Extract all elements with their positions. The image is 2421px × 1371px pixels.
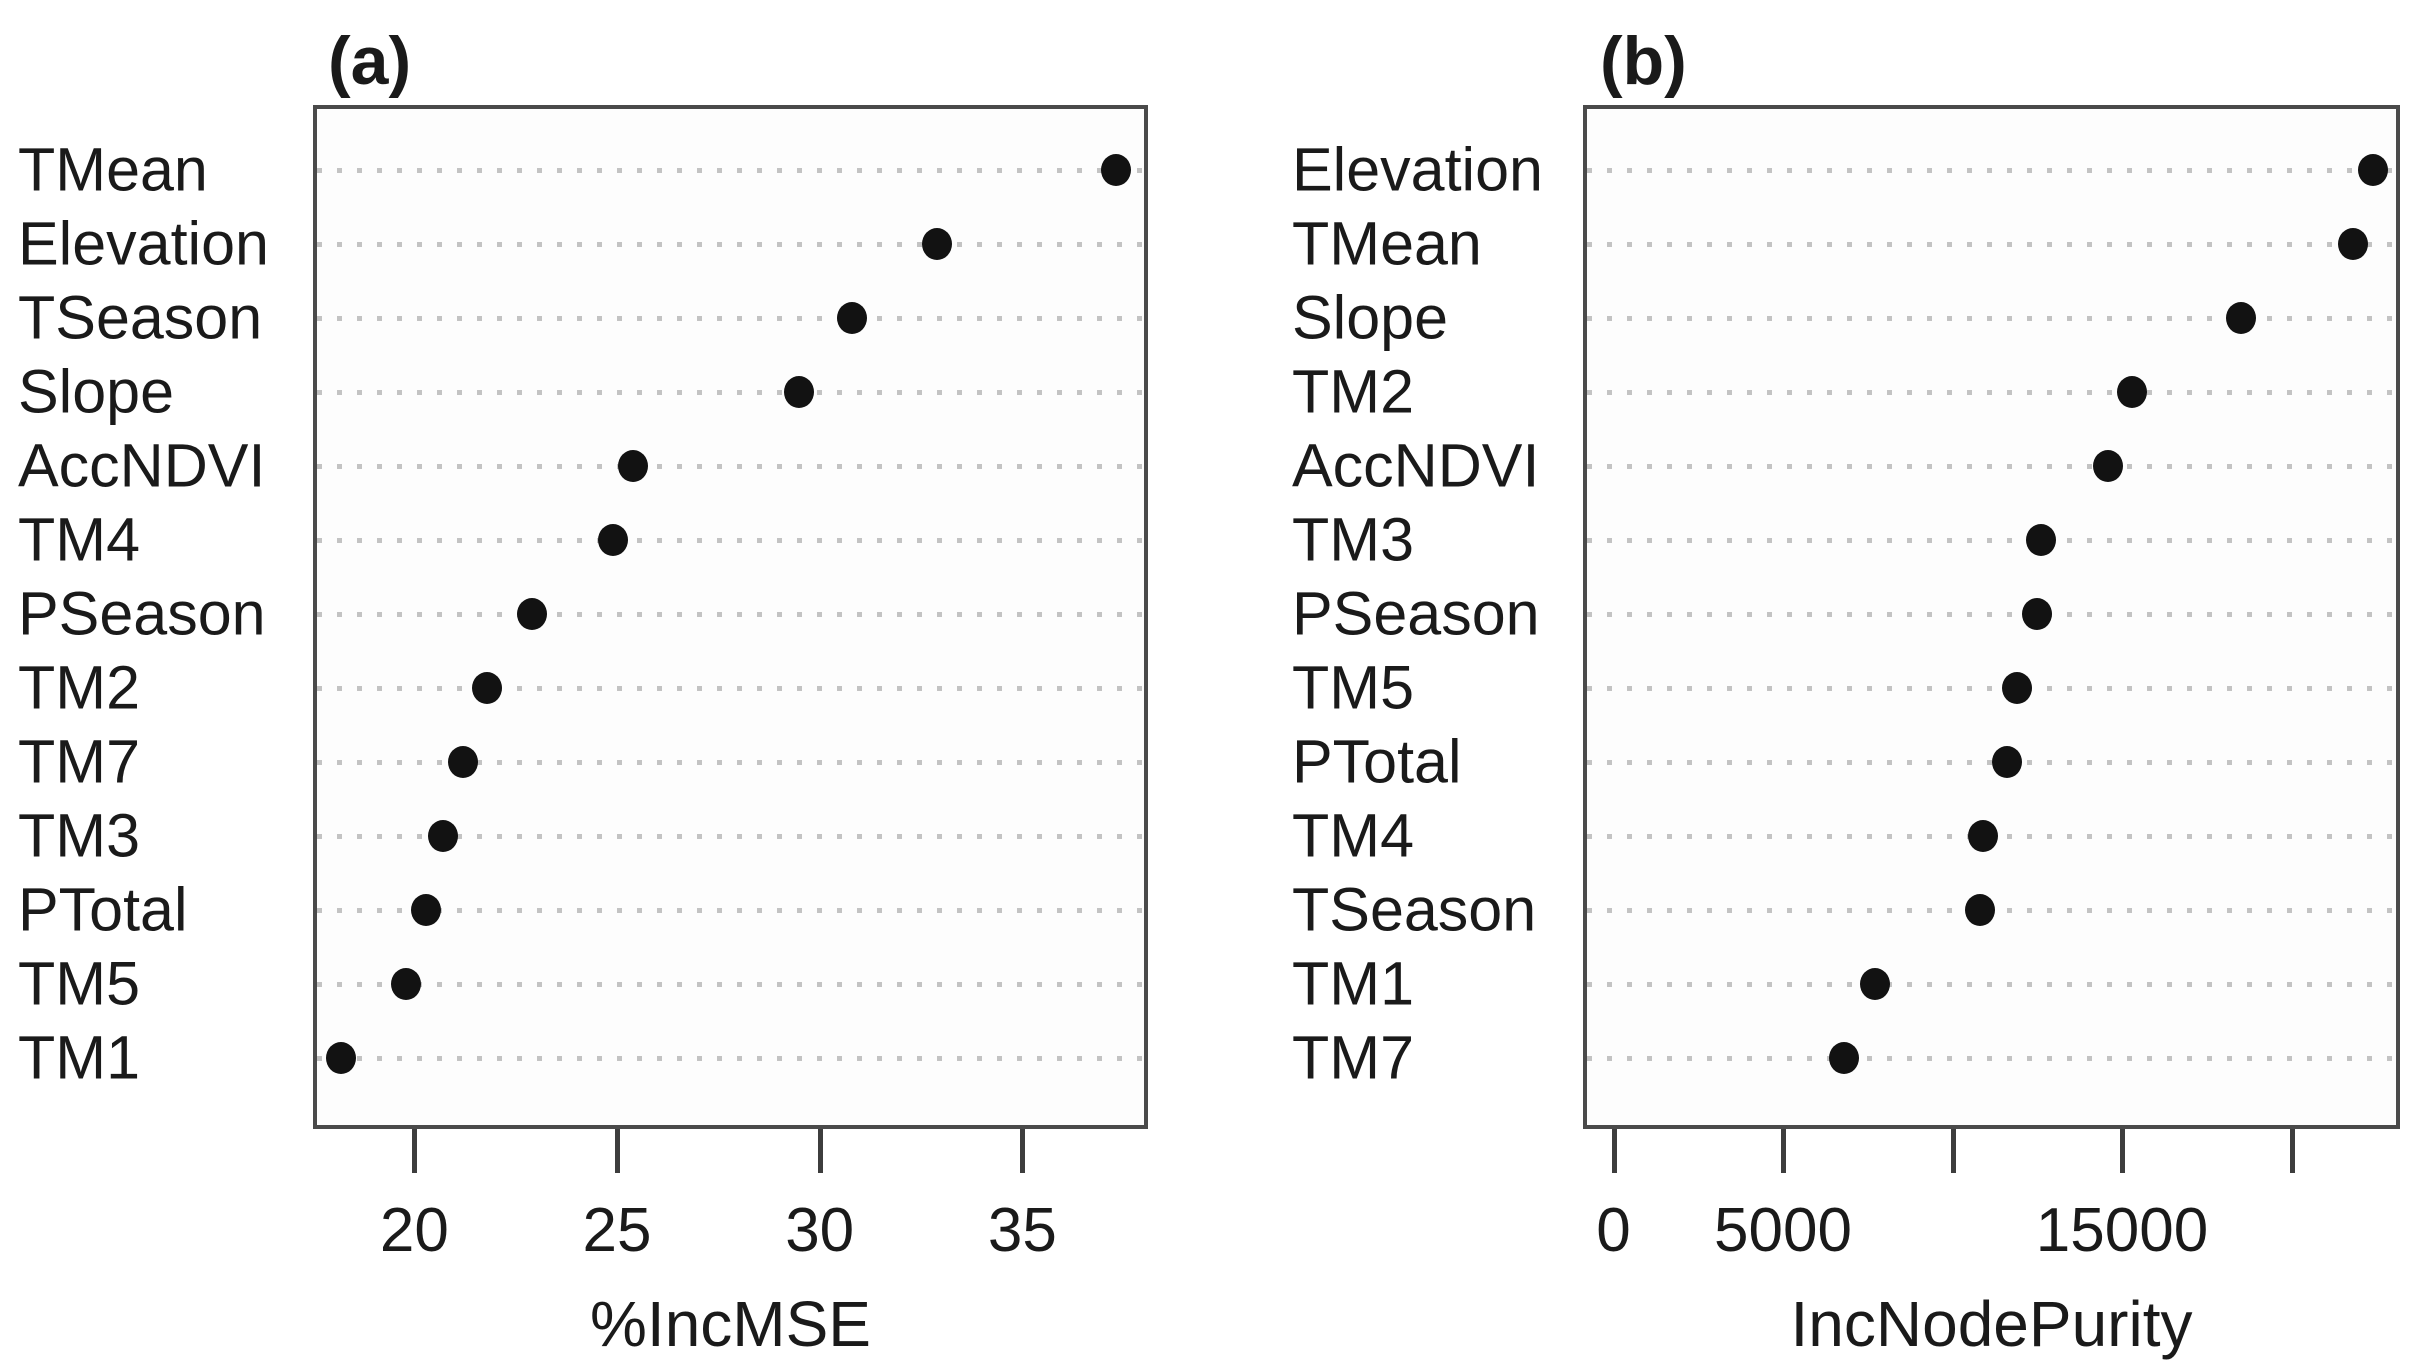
x-tick xyxy=(1611,1129,1617,1173)
data-point xyxy=(784,376,815,408)
category-label: Elevation xyxy=(1292,135,1543,204)
category-label: TM5 xyxy=(18,949,140,1018)
category-label: TM5 xyxy=(1292,653,1414,722)
grid-line xyxy=(317,612,1144,617)
data-point xyxy=(1968,820,1999,852)
grid-line xyxy=(317,1056,1144,1061)
category-label: PSeason xyxy=(1292,579,1540,648)
data-point xyxy=(1829,1042,1860,1074)
x-tick-label: 35 xyxy=(987,1196,1057,1265)
grid-line xyxy=(317,908,1144,913)
data-point xyxy=(2025,524,2056,556)
category-label: PSeason xyxy=(18,579,266,648)
grid-line xyxy=(317,168,1144,173)
data-point xyxy=(2022,598,2053,630)
x-tick xyxy=(412,1129,418,1173)
grid-line xyxy=(1587,538,2396,543)
grid-line xyxy=(317,316,1144,321)
grid-line xyxy=(1587,982,2396,987)
x-tick xyxy=(2120,1129,2126,1173)
category-label: Slope xyxy=(18,357,175,426)
data-point xyxy=(447,746,478,778)
x-axis-title: %IncMSE xyxy=(590,1288,871,1360)
x-tick xyxy=(1781,1129,1786,1173)
data-point xyxy=(427,820,458,852)
data-point xyxy=(618,450,649,482)
grid-line xyxy=(1587,686,2396,691)
grid-line xyxy=(1587,168,2396,173)
x-tick xyxy=(615,1129,620,1173)
grid-line xyxy=(317,242,1144,247)
panel-b-title: (b) xyxy=(1600,23,1687,99)
data-point xyxy=(391,968,422,1000)
grid-line xyxy=(317,538,1144,543)
grid-line xyxy=(1587,1056,2396,1061)
data-point xyxy=(2337,228,2368,260)
panel-a-title: (a) xyxy=(328,23,412,99)
x-tick xyxy=(2289,1129,2295,1173)
category-label: TM7 xyxy=(1292,1023,1414,1092)
data-point xyxy=(922,228,953,260)
data-point xyxy=(472,672,503,704)
category-label: TM7 xyxy=(18,727,140,796)
data-point xyxy=(411,894,442,926)
data-point xyxy=(326,1042,357,1074)
data-point xyxy=(2001,672,2032,704)
category-label: TM4 xyxy=(18,505,140,574)
x-tick xyxy=(1020,1129,1026,1173)
category-label: AccNDVI xyxy=(18,431,266,500)
category-label: TMean xyxy=(1292,209,1482,278)
data-point xyxy=(837,302,868,334)
grid-line xyxy=(1587,390,2396,395)
category-label: AccNDVI xyxy=(1292,431,1540,500)
grid-line xyxy=(1587,612,2396,617)
x-tick-label: 30 xyxy=(785,1196,855,1265)
plot-box xyxy=(313,105,1148,1129)
data-point xyxy=(1100,154,1131,186)
grid-line xyxy=(317,390,1144,395)
grid-line xyxy=(317,686,1144,691)
data-point xyxy=(1964,894,1995,926)
category-label: TM2 xyxy=(1292,357,1414,426)
category-label: TSeason xyxy=(18,283,263,352)
x-tick-label: 25 xyxy=(582,1196,652,1265)
data-point xyxy=(2117,376,2148,408)
category-label: TM2 xyxy=(18,653,140,722)
grid-line xyxy=(1587,760,2396,765)
category-label: TM4 xyxy=(1292,801,1414,870)
data-point xyxy=(2357,154,2388,186)
category-label: TM1 xyxy=(18,1023,140,1092)
grid-line xyxy=(317,760,1144,765)
data-point xyxy=(1859,968,1890,1000)
x-tick-label: 20 xyxy=(379,1196,449,1265)
grid-line xyxy=(317,464,1144,469)
category-label: TSeason xyxy=(1292,875,1537,944)
x-tick-label: 5000 xyxy=(1714,1196,1852,1265)
x-tick xyxy=(1950,1129,1956,1173)
grid-line xyxy=(1587,242,2396,247)
grid-line xyxy=(317,982,1144,987)
category-label: PTotal xyxy=(18,875,188,944)
data-point xyxy=(516,598,547,630)
category-label: Slope xyxy=(1292,283,1449,352)
category-label: Elevation xyxy=(18,209,269,278)
grid-line xyxy=(1587,316,2396,321)
data-point xyxy=(2225,302,2256,334)
x-axis-title: IncNodePurity xyxy=(1790,1288,2193,1360)
category-label: TM3 xyxy=(1292,505,1414,574)
x-tick-label: 0 xyxy=(1596,1196,1631,1265)
data-point xyxy=(1991,746,2022,778)
grid-line xyxy=(1587,464,2396,469)
category-label: TM1 xyxy=(1292,949,1414,1018)
grid-line xyxy=(317,834,1144,839)
data-point xyxy=(2093,450,2124,482)
category-label: TM3 xyxy=(18,801,140,870)
x-tick-label: 15000 xyxy=(2035,1196,2209,1265)
x-tick xyxy=(817,1129,823,1173)
plot-box xyxy=(1583,105,2400,1129)
category-label: TMean xyxy=(18,135,208,204)
data-point xyxy=(597,524,628,556)
category-label: PTotal xyxy=(1292,727,1462,796)
